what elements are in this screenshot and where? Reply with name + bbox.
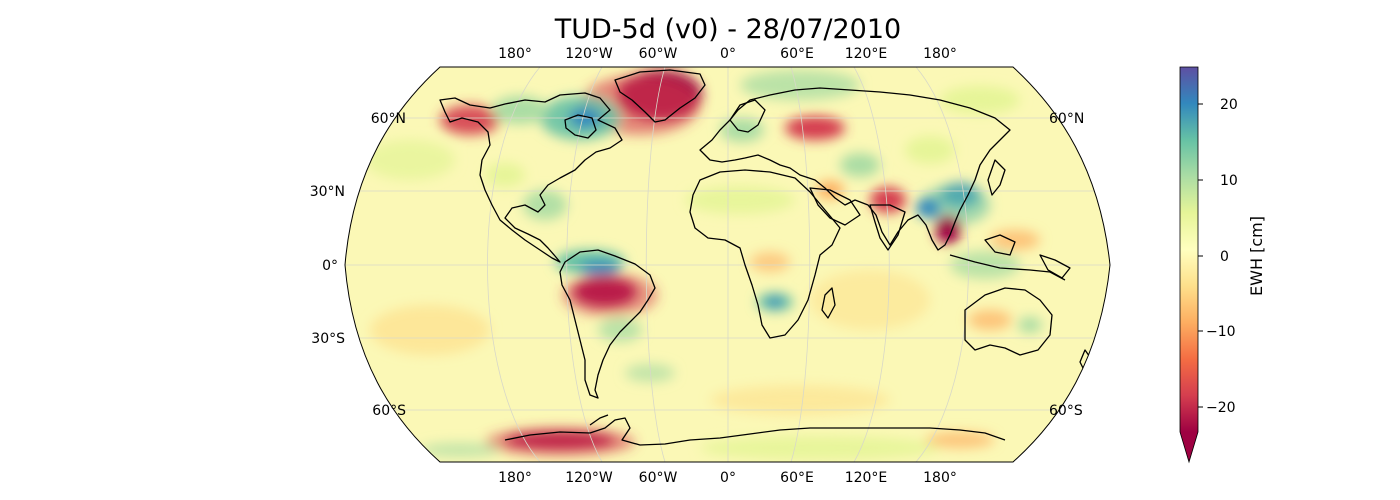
ewh-field	[345, 67, 1110, 462]
colorbar-ramp	[1180, 67, 1198, 432]
colorbar: 20 10 0 −10 −20 EWH [cm]	[1179, 66, 1266, 464]
lat-label: 60°N	[1049, 111, 1084, 127]
anomaly-central-asia	[840, 153, 880, 177]
anomaly-north-india	[870, 187, 906, 213]
anomaly-antarctica-coast	[925, 432, 995, 448]
lon-label: 180°	[923, 470, 957, 486]
lon-label: 180°	[923, 46, 957, 62]
colorbar-frame	[1179, 66, 1199, 464]
lon-label: 120°E	[845, 470, 888, 486]
anomaly-arctic	[740, 70, 860, 100]
anomaly-south-amazon-halo	[562, 273, 658, 317]
lat-label: 60°N	[371, 111, 406, 127]
anomaly-west-australia	[968, 310, 1012, 330]
lat-label: 60°S	[372, 403, 406, 419]
lon-label: 120°W	[565, 470, 613, 486]
map-area	[344, 66, 1111, 463]
anomaly-zambia-core	[766, 297, 784, 307]
lon-label: 0°	[720, 470, 736, 486]
anomaly-ross	[420, 443, 500, 457]
anomaly-south-atlantic	[625, 364, 675, 382]
lon-label: 120°E	[845, 46, 888, 62]
anomaly-indian-ocean	[810, 270, 930, 330]
colorbar-tick-label: 20	[1220, 97, 1238, 113]
lon-label: 60°E	[780, 46, 814, 62]
lon-label: 180°	[498, 470, 532, 486]
anomaly-argentina	[598, 318, 642, 342]
lon-labels-bottom: 180° 120°W 60°W 0° 60°E 120°E 180°	[498, 470, 957, 486]
anomaly-china-halo	[920, 185, 990, 225]
colorbar-ticks	[1198, 103, 1203, 408]
lon-label: 180°	[498, 46, 532, 62]
lat-label: 60°S	[1049, 403, 1083, 419]
anomaly-east-antarctica	[700, 436, 940, 460]
colorbar-tick-label: −10	[1206, 324, 1236, 340]
lon-label: 60°W	[639, 46, 678, 62]
anomaly-west-antarctica-halo	[485, 428, 635, 456]
colorbar-label: EWH [cm]	[1247, 216, 1266, 296]
colorbar-extend-min	[1180, 432, 1198, 462]
lon-label: 60°E	[780, 470, 814, 486]
graticule	[345, 67, 1110, 462]
lon-labels-top: 180° 120°W 60°W 0° 60°E 120°E 180°	[498, 46, 957, 62]
chart-title: TUD-5d (v0) - 28/07/2010	[554, 14, 901, 45]
lon-label: 0°	[720, 46, 736, 62]
anomaly-east-australia	[1018, 317, 1042, 333]
anomaly-siberia-n	[940, 86, 1020, 114]
lon-label: 120°W	[565, 46, 613, 62]
map-border	[344, 66, 1111, 463]
anomaly-borneo	[990, 230, 1040, 250]
lat-label: 0°	[322, 258, 338, 274]
anomaly-congo	[750, 252, 790, 272]
anomaly-mongolia	[905, 136, 955, 164]
coastlines	[439, 69, 1093, 446]
lon-label: 60°W	[639, 470, 678, 486]
map-ocean	[345, 67, 1110, 462]
anomaly-russia	[785, 116, 845, 140]
anomaly-southern-ocean	[710, 385, 890, 415]
anomaly-europe	[720, 118, 764, 142]
anomaly-usa-west	[485, 163, 525, 187]
colorbar-tick-label: 10	[1220, 173, 1238, 189]
lat-labels-left: 60°N 30°N 0° 30°S 60°S	[310, 111, 406, 419]
lat-labels-right: 60°N 60°S	[1049, 111, 1084, 419]
anomaly-amazon-blue	[580, 261, 620, 275]
anomaly-sahel	[685, 186, 795, 214]
anomaly-n-pacific	[365, 140, 455, 180]
anomaly-s-pacific	[370, 305, 490, 355]
colorbar-tick-label: 0	[1220, 249, 1229, 265]
lat-label: 30°S	[311, 331, 345, 347]
lat-label: 30°N	[310, 184, 345, 200]
anomaly-canada	[492, 96, 548, 124]
anomaly-bangladesh	[916, 198, 940, 218]
colorbar-tick-label: −20	[1206, 400, 1236, 416]
